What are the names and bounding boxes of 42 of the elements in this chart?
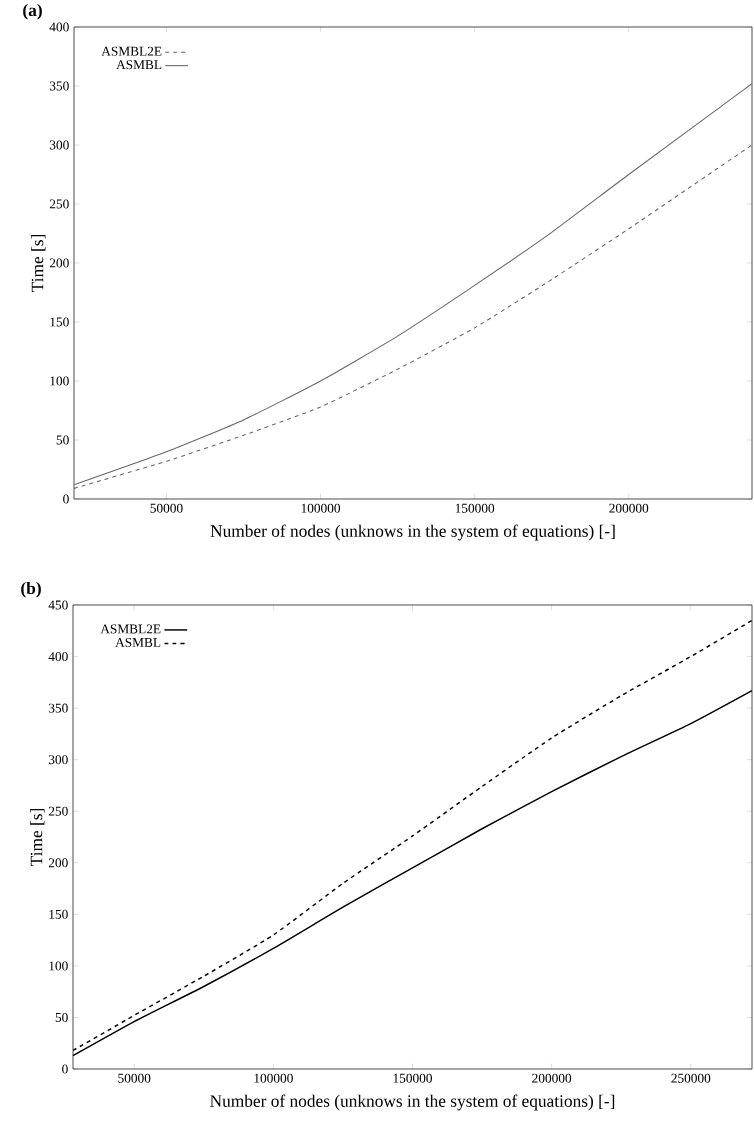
x-tick-label: 100000 bbox=[254, 1073, 293, 1083]
y-tick-label: 150 bbox=[50, 317, 69, 327]
chart-title: (a) bbox=[23, 3, 42, 20]
legend-label: ASMBL bbox=[115, 638, 161, 647]
x-tick-label: 200000 bbox=[609, 503, 649, 513]
x-axis-title: Number of nodes (unknows in the system of equations) [-] bbox=[210, 524, 615, 541]
y-axis-title: Time [s] bbox=[30, 808, 45, 866]
y-tick-label: 200 bbox=[48, 858, 68, 868]
x-tick-label: 150000 bbox=[393, 1073, 433, 1083]
x-axis-title: Number of nodes (unknows in the system of equations) [-] bbox=[210, 1094, 615, 1111]
x-tick-label: 150000 bbox=[455, 503, 495, 513]
y-axis-title: Time [s] bbox=[31, 234, 46, 292]
y-tick-label: 100 bbox=[50, 376, 69, 386]
y-tick-label: 250 bbox=[49, 199, 69, 209]
x-tick-label: 100000 bbox=[301, 503, 341, 513]
y-tick-label: 450 bbox=[48, 600, 68, 610]
x-tick-label: 200000 bbox=[532, 1073, 572, 1083]
legend-label: ASMBL2E bbox=[101, 46, 162, 56]
y-tick-label: 0 bbox=[62, 1064, 68, 1074]
y-tick-label: 50 bbox=[55, 1012, 68, 1022]
y-tick-label: 350 bbox=[49, 81, 69, 91]
y-tick-label: 400 bbox=[48, 652, 68, 662]
y-tick-label: 100 bbox=[49, 961, 68, 971]
y-tick-label: 300 bbox=[48, 755, 68, 765]
line-series bbox=[73, 619, 753, 1052]
x-tick-label: 250000 bbox=[671, 1073, 711, 1083]
y-tick-label: 50 bbox=[56, 435, 69, 445]
y-tick-label: 150 bbox=[49, 909, 68, 919]
chart-title: (b) bbox=[21, 581, 41, 598]
y-tick-label: 400 bbox=[49, 22, 69, 32]
y-tick-label: 200 bbox=[49, 258, 69, 268]
line-series bbox=[73, 689, 753, 1057]
y-tick-label: 350 bbox=[48, 703, 68, 713]
y-tick-label: 250 bbox=[48, 806, 68, 816]
line-series bbox=[74, 144, 752, 489]
y-tick-label: 300 bbox=[49, 140, 69, 150]
x-tick-label: 50000 bbox=[150, 503, 183, 513]
legend-label: ASMBL bbox=[116, 60, 162, 70]
x-tick-label: 50000 bbox=[118, 1073, 151, 1083]
line-series bbox=[74, 83, 752, 486]
y-tick-label: 0 bbox=[63, 494, 69, 504]
legend-label: ASMBL2E bbox=[100, 624, 161, 634]
